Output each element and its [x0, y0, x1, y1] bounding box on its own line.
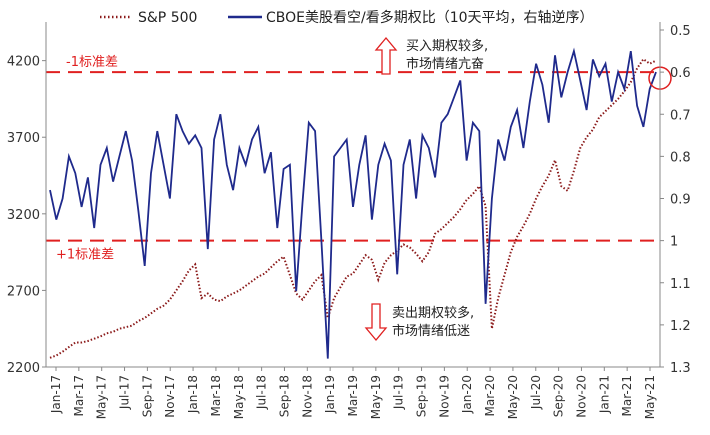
right-tick-label: 0.9: [670, 193, 691, 208]
arrow-down-icon: [364, 303, 388, 342]
legend-label-sp500: S&P 500: [138, 10, 197, 26]
annotation-bullish-line2: 市场情绪亢奋: [406, 56, 484, 72]
x-tick-label: Jul-19: [392, 375, 406, 410]
x-tick-label: Sep-18: [277, 375, 291, 417]
right-tick-label: 1.1: [670, 277, 691, 292]
legend-label-putcall: CBOE美股看空/看多期权比（10天平均，右轴逆序）: [266, 9, 594, 26]
x-tick-label: May-18: [232, 375, 246, 419]
axes: 2200 2700 3200 3700 4200 0.5 0.6 0.7 0.8 0.9 1 1.1 1…: [7, 22, 691, 419]
x-tick-label: Jan-17: [49, 375, 63, 414]
right-tick-label: 1.3: [670, 361, 691, 376]
reference-label-minus-1sd: -1标准差: [66, 55, 118, 70]
x-tick-label: Mar-17: [72, 375, 86, 416]
x-tick-label: Sep-20: [552, 375, 566, 417]
x-tick-label: Mar-18: [209, 375, 223, 416]
annotation-bearish: 卖出期权较多, 市场情绪低迷: [364, 303, 474, 342]
x-tick-label: Jan-18: [186, 375, 200, 414]
reference-label-plus-1sd: +1标准差: [56, 248, 114, 263]
series-line-putcall-ratio: [49, 47, 657, 359]
annotation-bearish-line1: 卖出期权较多,: [392, 305, 474, 321]
x-tick-label: Jan-21: [597, 375, 611, 414]
x-tick-label: Nov-17: [163, 375, 177, 418]
x-tick-label: Nov-18: [300, 375, 314, 418]
arrow-up-icon: [374, 36, 398, 75]
x-tick-label: May-20: [506, 375, 520, 419]
left-tick-label: 3200: [7, 208, 40, 223]
x-tick-label: May-21: [643, 375, 657, 419]
x-tick-label: Sep-19: [415, 375, 429, 417]
x-tick-label: May-17: [95, 375, 109, 419]
x-tick-label: Mar-21: [620, 375, 634, 416]
right-tick-label: 1.2: [670, 319, 691, 334]
right-tick-label: 0.7: [670, 108, 691, 123]
series-line-sp500: [49, 57, 657, 359]
legend: S&P 500 CBOE美股看空/看多期权比（10天平均，右轴逆序）: [100, 9, 594, 26]
x-tick-label: May-19: [369, 375, 383, 419]
left-tick-label: 2700: [7, 284, 40, 299]
left-tick-label: 2200: [7, 361, 40, 376]
right-tick-label: 0.5: [670, 24, 691, 39]
x-tick-label: Jul-18: [255, 375, 269, 410]
x-tick-label: Mar-20: [483, 375, 497, 416]
annotation-bullish-line1: 买入期权较多,: [406, 38, 488, 54]
left-tick-label: 4200: [7, 55, 40, 70]
annotation-bullish: 买入期权较多, 市场情绪亢奋: [374, 36, 488, 75]
annotation-bearish-line2: 市场情绪低迷: [392, 323, 470, 339]
x-tick-label: Nov-19: [437, 375, 451, 418]
right-tick-label: 0.6: [670, 66, 691, 81]
right-tick-label: 1: [670, 235, 678, 250]
left-tick-label: 3700: [7, 131, 40, 146]
x-tick-label: Nov-20: [574, 375, 588, 418]
x-tick-label: Jan-20: [460, 375, 474, 414]
x-tick-label: Mar-19: [346, 375, 360, 416]
x-tick-label: Sep-17: [140, 375, 154, 417]
x-tick-label: Jul-17: [118, 375, 132, 410]
right-tick-label: 0.8: [670, 150, 691, 165]
x-tick-label: Jul-20: [529, 375, 543, 410]
x-tick-label: Jan-19: [323, 375, 337, 414]
